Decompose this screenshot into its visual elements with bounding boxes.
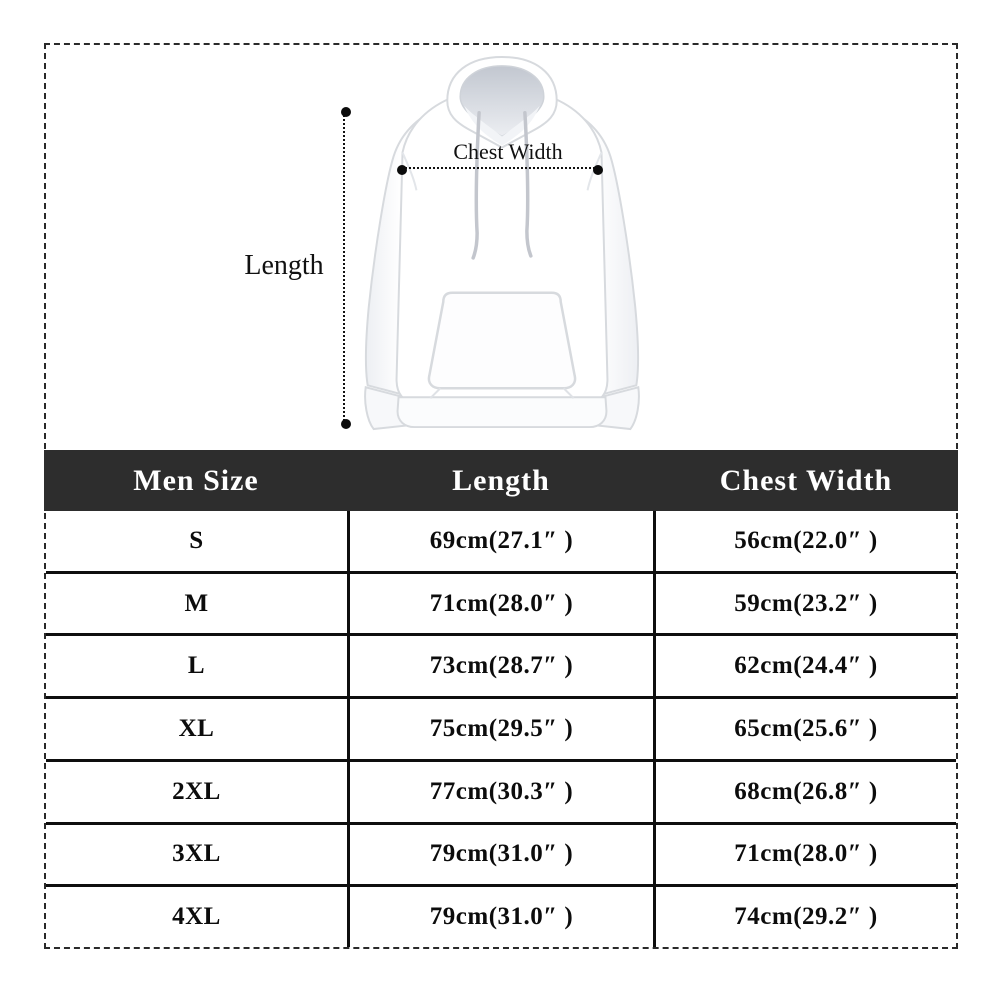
length-line-bottom-dot — [341, 419, 351, 429]
cell-length: 79cm(31.0″ ) — [350, 824, 656, 885]
header-length: Length — [452, 463, 550, 497]
length-line-top-dot — [341, 107, 351, 117]
cell-size: M — [46, 573, 350, 634]
hoodie-hem — [396, 396, 608, 429]
cell-chest-width: 74cm(29.2″ ) — [734, 903, 878, 931]
table-row: 2XL 77cm(30.3″ ) 68cm(26.8″ ) — [46, 758, 956, 822]
table-row: S 69cm(27.1″ ) 56cm(22.0″ ) — [46, 511, 956, 571]
cell-chest-width: 56cm(22.0″ ) — [734, 526, 878, 554]
cell-length: 69cm(27.1″ ) — [350, 511, 656, 571]
cell-length: 77cm(30.3″ ) — [350, 761, 656, 822]
table-row: L 73cm(28.7″ ) 62cm(24.4″ ) — [46, 633, 956, 697]
table-row: 3XL 79cm(31.0″ ) 71cm(28.0″ ) — [46, 821, 956, 885]
chest-width-line-right-dot — [593, 165, 603, 175]
cell-size: 4XL — [46, 887, 350, 948]
cell-chest-width: 59cm(23.2″ ) — [734, 589, 878, 617]
cell-size: XL — [46, 699, 350, 759]
header-chest-width: Chest Width — [719, 463, 893, 497]
cell-size: S — [46, 511, 350, 571]
chest-width-line-left-dot — [397, 165, 407, 175]
hoodie-illustration — [364, 55, 640, 431]
chest-width-label: Chest Width — [453, 139, 563, 164]
hoodie-drawstring-right — [523, 110, 533, 258]
cell-length: 73cm(28.7″ ) — [350, 636, 656, 697]
cell-size: L — [46, 636, 350, 697]
hoodie-pocket — [427, 291, 577, 390]
cell-chest-width: 62cm(24.4″ ) — [734, 652, 878, 680]
cell-length: 71cm(28.0″ ) — [350, 573, 656, 634]
cell-length: 75cm(29.5″ ) — [350, 699, 656, 759]
table-body: S 69cm(27.1″ ) 56cm(22.0″ ) M 71cm(28.0″… — [46, 511, 956, 948]
cell-size: 3XL — [46, 824, 350, 885]
chart-frame: Length Chest Width Men Size Length Chest… — [44, 43, 958, 949]
header-men-size: Men Size — [133, 463, 259, 497]
cell-chest-width: 71cm(28.0″ ) — [734, 840, 878, 868]
chest-width-measure-line — [397, 165, 603, 175]
table-row: M 71cm(28.0″ ) 59cm(23.2″ ) — [46, 570, 956, 634]
cell-chest-width: 68cm(26.8″ ) — [734, 777, 878, 805]
cell-chest-width: 65cm(25.6″ ) — [734, 715, 878, 743]
table-header-row: Men Size Length Chest Width — [44, 450, 958, 511]
table-row: 4XL 79cm(31.0″ ) 74cm(29.2″ ) — [46, 884, 956, 948]
length-measure-line — [341, 107, 351, 429]
hoodie-drawstring-left — [471, 110, 481, 260]
length-label: Length — [244, 250, 324, 281]
hoodie-figure-section: Length Chest Width — [46, 45, 956, 450]
table-row: XL 75cm(29.5″ ) 65cm(25.6″ ) — [46, 696, 956, 759]
cell-length: 79cm(31.0″ ) — [350, 887, 656, 948]
cell-size: 2XL — [46, 761, 350, 822]
